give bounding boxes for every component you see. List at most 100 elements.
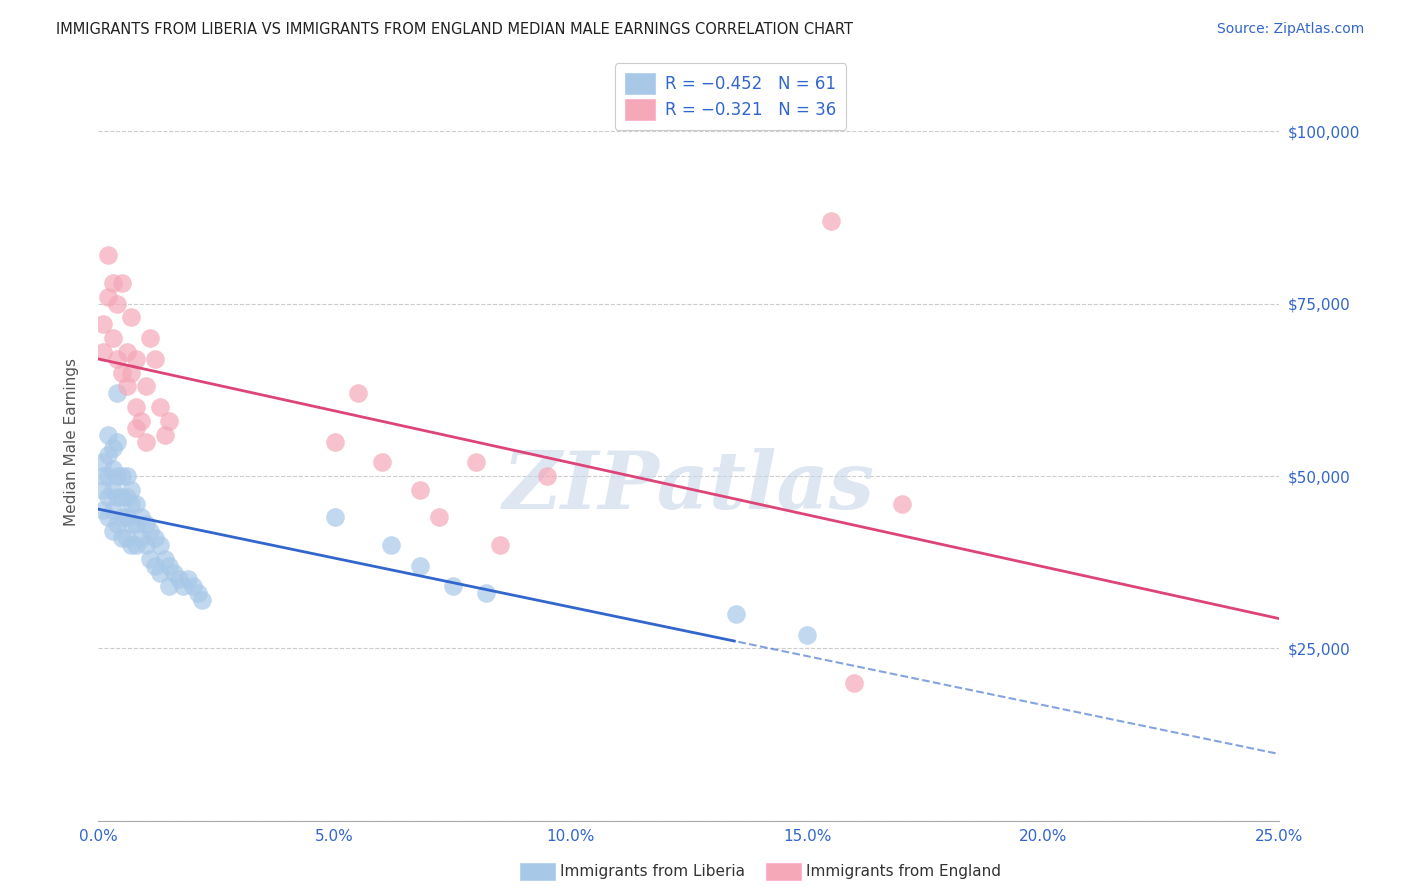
Point <box>181 579 204 593</box>
Point <box>475 586 498 600</box>
Point <box>149 538 172 552</box>
Point <box>101 524 124 538</box>
Point <box>135 434 157 449</box>
Point <box>111 490 134 504</box>
Point <box>105 517 128 532</box>
Point <box>105 434 128 449</box>
Point <box>143 558 166 573</box>
Point <box>139 331 162 345</box>
Point <box>97 490 120 504</box>
Point <box>101 462 124 476</box>
Point <box>149 400 172 414</box>
Point <box>125 351 148 366</box>
Point <box>111 531 134 545</box>
Point <box>135 538 157 552</box>
Point <box>149 566 172 580</box>
Point <box>371 455 394 469</box>
Point <box>125 400 148 414</box>
Point <box>725 607 748 621</box>
Point <box>536 469 558 483</box>
Point <box>157 579 180 593</box>
Point <box>323 434 346 449</box>
Point <box>323 510 346 524</box>
Point <box>167 573 190 587</box>
Point <box>121 517 143 532</box>
Point <box>91 469 114 483</box>
Point <box>157 414 180 428</box>
Point <box>105 351 128 366</box>
Point <box>101 483 124 497</box>
Point <box>172 579 194 593</box>
Point <box>115 469 138 483</box>
Point <box>105 386 128 401</box>
Text: Immigrants from England: Immigrants from England <box>806 864 1001 879</box>
Point <box>97 248 120 262</box>
Point <box>121 497 143 511</box>
Point <box>111 469 134 483</box>
Point <box>101 331 124 345</box>
Point <box>408 483 430 497</box>
Point <box>380 538 402 552</box>
Point <box>129 531 152 545</box>
Point <box>101 276 124 290</box>
Point <box>121 538 143 552</box>
Point <box>143 531 166 545</box>
Point <box>91 318 114 332</box>
Point <box>135 379 157 393</box>
Point <box>91 455 114 469</box>
Point <box>111 276 134 290</box>
Point <box>97 448 120 462</box>
Point <box>139 524 162 538</box>
Point <box>91 345 114 359</box>
Point <box>441 579 464 593</box>
Point <box>111 366 134 380</box>
Point <box>139 551 162 566</box>
Point <box>187 586 209 600</box>
Point <box>91 503 114 517</box>
Point <box>890 497 912 511</box>
Point <box>101 442 124 456</box>
Point <box>135 517 157 532</box>
Point <box>153 551 176 566</box>
Point <box>121 366 143 380</box>
Point <box>157 558 180 573</box>
Point <box>125 517 148 532</box>
Point <box>101 503 124 517</box>
Text: ZIPatlas: ZIPatlas <box>503 449 875 525</box>
Point <box>177 573 200 587</box>
Point <box>125 421 148 435</box>
Point <box>105 296 128 310</box>
Point <box>347 386 370 401</box>
Text: Immigrants from Liberia: Immigrants from Liberia <box>560 864 745 879</box>
Point <box>844 675 866 690</box>
Point <box>427 510 450 524</box>
Point <box>105 490 128 504</box>
Point <box>115 379 138 393</box>
Point <box>97 427 120 442</box>
Point <box>125 497 148 511</box>
Point <box>115 510 138 524</box>
Point <box>105 469 128 483</box>
Text: IMMIGRANTS FROM LIBERIA VS IMMIGRANTS FROM ENGLAND MEDIAN MALE EARNINGS CORRELAT: IMMIGRANTS FROM LIBERIA VS IMMIGRANTS FR… <box>56 22 853 37</box>
Point <box>97 510 120 524</box>
Point <box>121 483 143 497</box>
Point <box>111 510 134 524</box>
Point <box>143 351 166 366</box>
Point <box>820 214 842 228</box>
Legend: R = −0.452   N = 61, R = −0.321   N = 36: R = −0.452 N = 61, R = −0.321 N = 36 <box>614 63 846 129</box>
Point <box>191 593 214 607</box>
Point <box>91 483 114 497</box>
Point <box>115 531 138 545</box>
Point <box>115 490 138 504</box>
Y-axis label: Median Male Earnings: Median Male Earnings <box>65 358 79 525</box>
Point <box>408 558 430 573</box>
Point <box>129 414 152 428</box>
Point <box>796 627 818 641</box>
Point <box>163 566 186 580</box>
Point <box>121 310 143 325</box>
Point <box>97 469 120 483</box>
Point <box>97 290 120 304</box>
Point <box>465 455 488 469</box>
Point <box>125 538 148 552</box>
Point <box>489 538 512 552</box>
